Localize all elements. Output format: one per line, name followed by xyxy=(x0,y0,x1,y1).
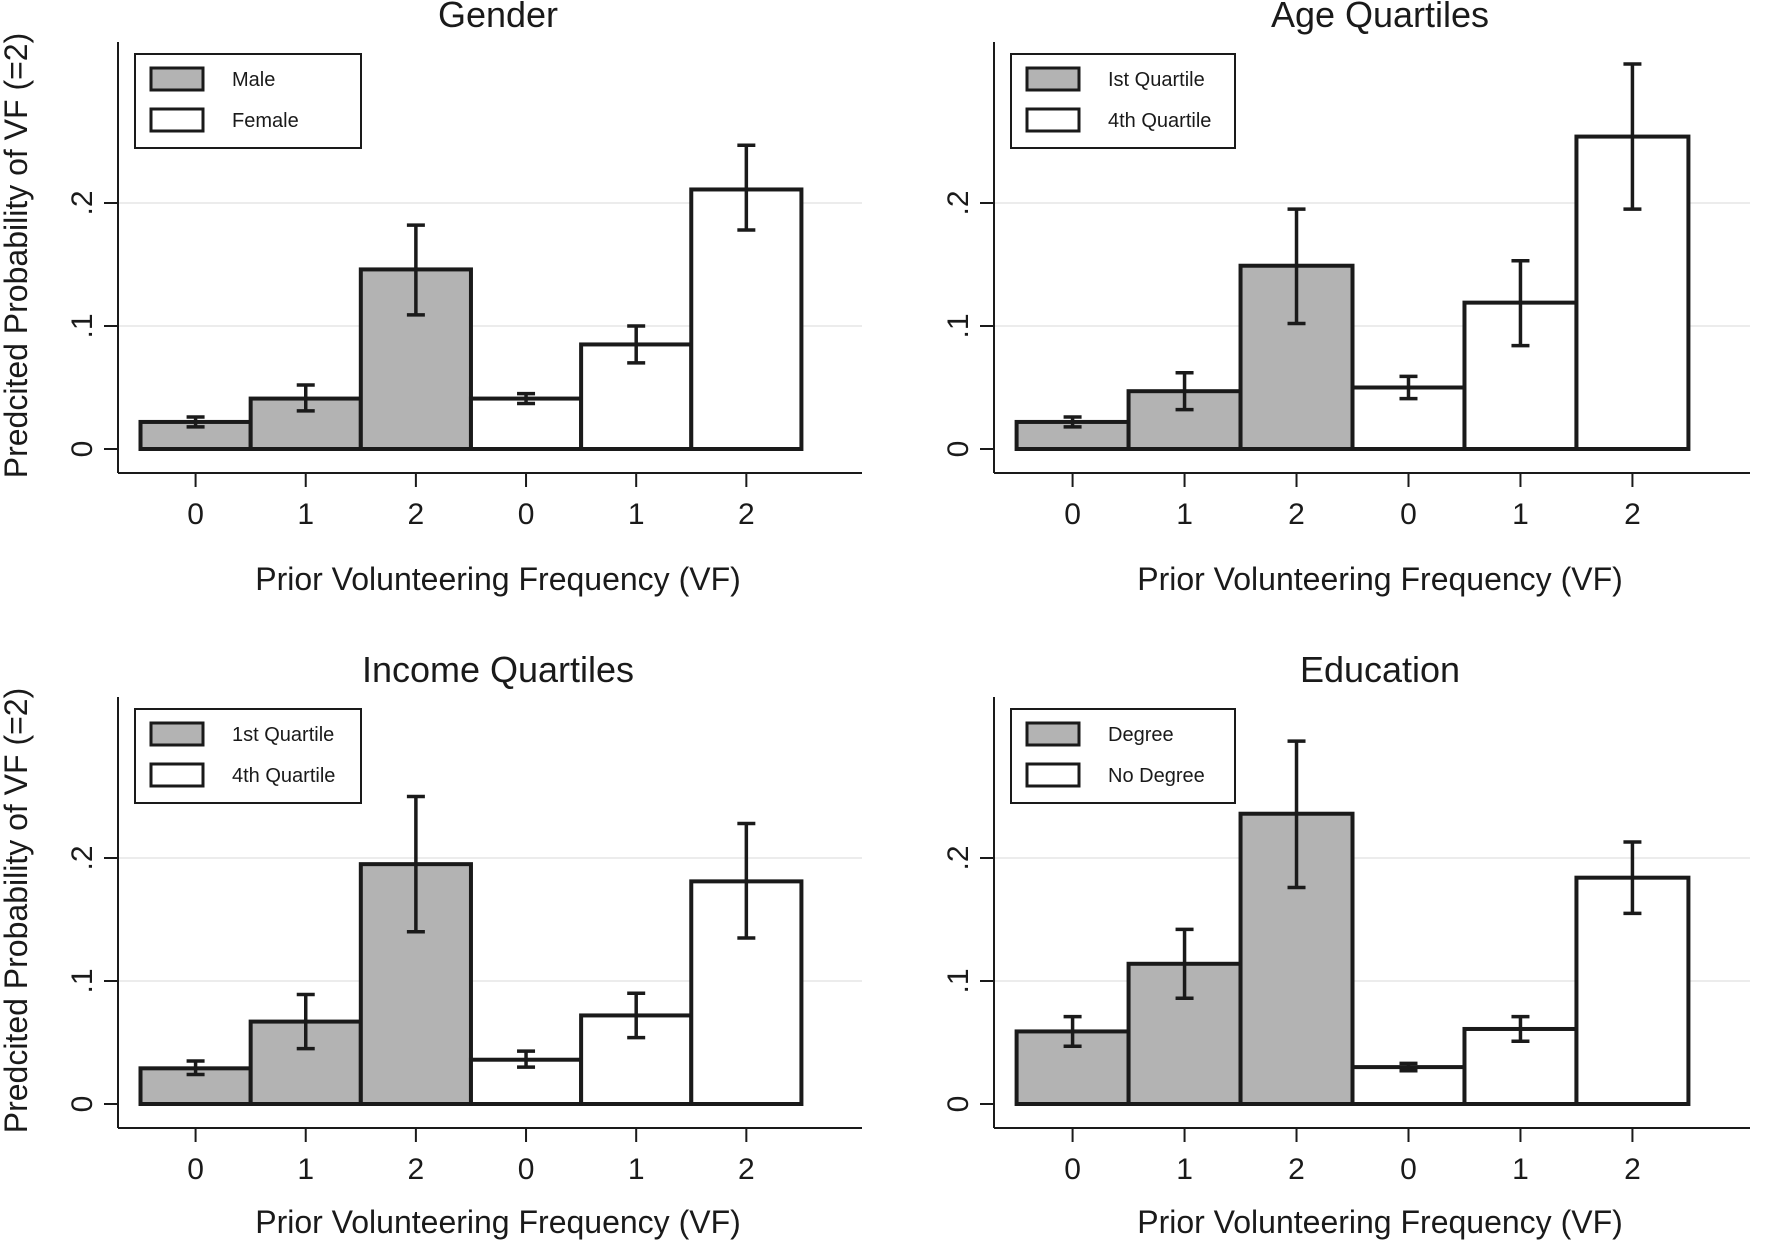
y-tick-label: .2 xyxy=(66,190,99,215)
bar-no-degree-0 xyxy=(1350,1065,1467,1106)
chart-title: Education xyxy=(1300,649,1460,690)
y-tick-label: .1 xyxy=(942,313,975,338)
legend-swatch xyxy=(1025,66,1081,92)
x-tick-label: 1 xyxy=(1512,498,1529,531)
legend-swatch xyxy=(1025,107,1081,133)
bar-no-degree-2 xyxy=(1574,875,1691,1106)
x-tick-label: 0 xyxy=(1400,498,1417,531)
x-tick-label: 1 xyxy=(1176,1153,1193,1186)
x-axis-label: Prior Volunteering Frequency (VF) xyxy=(1137,1204,1623,1240)
x-tick-label: 2 xyxy=(738,1153,755,1186)
legend: Male Female xyxy=(134,53,362,149)
x-tick-label: 1 xyxy=(1176,498,1193,531)
legend-label: Degree xyxy=(1108,724,1174,746)
legend-label: Female xyxy=(232,110,299,132)
x-tick-label: 2 xyxy=(738,498,755,531)
x-tick-label: 2 xyxy=(1288,498,1305,531)
legend-swatch xyxy=(1025,721,1081,747)
legend-label: Ist Quartile xyxy=(1108,69,1205,91)
y-tick-label: .2 xyxy=(942,190,975,215)
x-tick-label: 2 xyxy=(408,498,425,531)
x-tick-label: 1 xyxy=(628,498,645,531)
y-tick-label: .1 xyxy=(66,313,99,338)
x-axis-label: Prior Volunteering Frequency (VF) xyxy=(255,561,741,597)
x-tick-label: 0 xyxy=(518,498,535,531)
y-tick-label: 0 xyxy=(942,1096,975,1113)
legend-swatch xyxy=(149,107,205,133)
x-axis-label: Prior Volunteering Frequency (VF) xyxy=(1137,561,1623,597)
legend-label: Male xyxy=(232,69,275,91)
x-tick-label: 2 xyxy=(1624,1153,1641,1186)
legend-swatch xyxy=(149,762,205,788)
chart-panel-1: 0 .1 .2 0 1 2 0 1 2 Gender Prior Volunteering Freq… xyxy=(0,0,862,597)
x-tick-label: 0 xyxy=(1064,1153,1081,1186)
x-axis-label: Prior Volunteering Frequency (VF) xyxy=(255,1204,741,1240)
x-tick-label: 2 xyxy=(1288,1153,1305,1186)
legend-swatch xyxy=(1025,762,1081,788)
y-tick-label: .1 xyxy=(66,968,99,993)
legend-label: 4th Quartile xyxy=(1108,110,1211,132)
x-tick-label: 0 xyxy=(187,1153,204,1186)
y-tick-label: .2 xyxy=(942,845,975,870)
x-tick-label: 2 xyxy=(408,1153,425,1186)
x-tick-label: 0 xyxy=(187,498,204,531)
y-axis-label: Predcited Probability of VF (=2) xyxy=(0,688,34,1134)
bar-female-2 xyxy=(689,187,804,451)
y-tick-label: .1 xyxy=(942,968,975,993)
legend: Ist Quartile 4th Quartile xyxy=(1010,53,1236,149)
bar-female-0 xyxy=(468,396,584,452)
y-tick-label: .2 xyxy=(66,845,99,870)
chart-title: Income Quartiles xyxy=(362,649,634,690)
x-tick-label: 1 xyxy=(297,498,314,531)
chart-panel-2: 0 .1 .2 0 1 2 0 1 2 Age Quartiles Prior Volunteeri… xyxy=(942,0,1750,597)
x-tick-label: 1 xyxy=(628,1153,645,1186)
legend: Degree No Degree xyxy=(1010,708,1236,804)
chart-panel-4: 0 .1 .2 0 1 2 0 1 2 Education Prior Volunteering F… xyxy=(942,649,1750,1240)
legend-label: No Degree xyxy=(1108,765,1205,787)
y-tick-label: 0 xyxy=(66,1096,99,1113)
x-tick-label: 0 xyxy=(1064,498,1081,531)
x-tick-label: 0 xyxy=(518,1153,535,1186)
y-tick-label: 0 xyxy=(66,441,99,458)
legend: 1st Quartile 4th Quartile xyxy=(134,708,362,804)
x-tick-label: 1 xyxy=(1512,1153,1529,1186)
y-axis-label: Predcited Probability of VF (=2) xyxy=(0,33,34,479)
legend-swatch xyxy=(149,66,205,92)
legend-label: 4th Quartile xyxy=(232,765,335,787)
x-tick-label: 1 xyxy=(297,1153,314,1186)
chart-panel-3: 0 .1 .2 0 1 2 0 1 2 Income Quartiles Prior Volunte… xyxy=(0,649,862,1240)
x-tick-label: 0 xyxy=(1400,1153,1417,1186)
legend-swatch xyxy=(149,721,205,747)
legend-label: 1st Quartile xyxy=(232,724,334,746)
y-tick-label: 0 xyxy=(942,441,975,458)
chart-title: Gender xyxy=(438,0,558,35)
chart-title: Age Quartiles xyxy=(1271,0,1489,35)
x-tick-label: 2 xyxy=(1624,498,1641,531)
